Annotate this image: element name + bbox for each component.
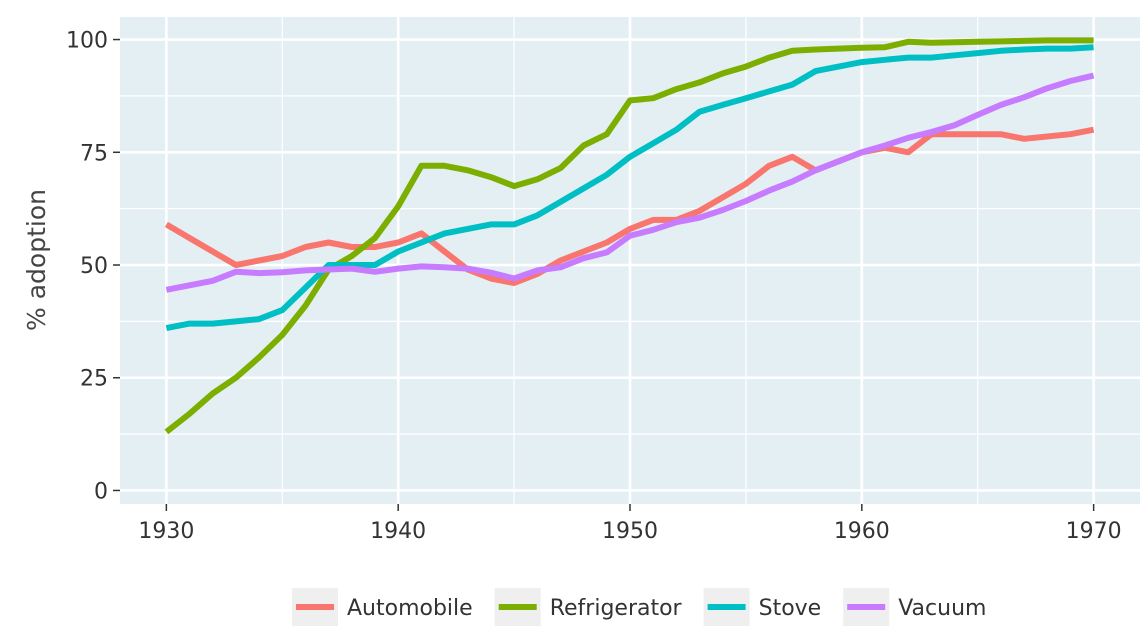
legend: Automobile Refrigerator Stove Vacuum	[292, 588, 986, 626]
legend-label: Refrigerator	[550, 596, 683, 621]
series-line-automobile	[164, 126, 1095, 286]
x-tick-label: 1940	[370, 519, 426, 544]
series-lines	[164, 37, 1095, 435]
legend-item-stove: Stove	[703, 588, 822, 626]
y-axis-title: % adoption	[22, 189, 51, 331]
x-tick-label: 1970	[1066, 519, 1122, 544]
y-tick-label: 25	[80, 367, 108, 392]
legend-label: Vacuum	[898, 596, 986, 621]
y-tick-label: 75	[80, 141, 108, 166]
legend-label: Automobile	[347, 596, 473, 621]
x-tick-label: 1950	[602, 519, 658, 544]
legend-item-vacuum: Vacuum	[843, 588, 986, 626]
legend-label: Stove	[759, 596, 822, 621]
series-line-vacuum	[165, 72, 1095, 293]
x-axis: 1930 1940 1950 1960 1970	[138, 504, 1122, 544]
x-tick-label: 1930	[138, 519, 194, 544]
y-tick-label: 0	[94, 479, 108, 504]
y-tick-label: 50	[80, 254, 108, 279]
series-line-refrigerator	[164, 37, 1094, 435]
legend-item-automobile: Automobile	[292, 588, 473, 626]
legend-item-refrigerator: Refrigerator	[494, 588, 683, 626]
x-tick-label: 1960	[834, 519, 890, 544]
y-tick-label: 100	[66, 29, 108, 54]
major-gridlines	[120, 17, 1140, 504]
y-axis: 0 25 50 75 100	[66, 29, 120, 504]
